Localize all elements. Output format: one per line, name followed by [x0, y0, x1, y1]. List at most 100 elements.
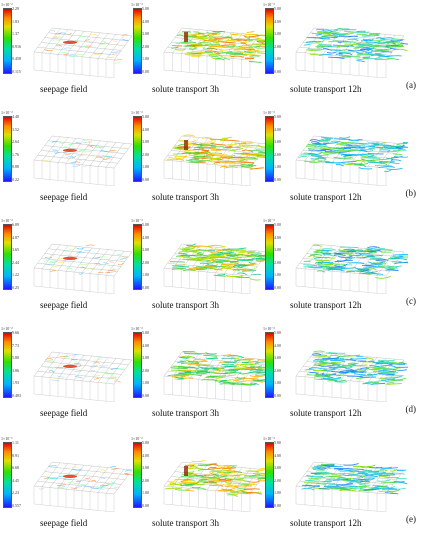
colorbar [133, 116, 142, 182]
field-plot [33, 243, 133, 294]
panel-caption: seepage field [40, 300, 88, 310]
figure-panel: 1×10⁻³ 5.00 4.00 3.00 2.00 1.00 0.00 solute tra… [262, 2, 412, 112]
colorbar-tick-label: 4.00 [274, 18, 281, 24]
colorbar [3, 332, 12, 398]
colorbar-tick-label: 4.00 [274, 342, 281, 348]
colorbar-tick-label: 0.00 [274, 393, 281, 398]
colorbar-tick-label: 0.115 [12, 69, 21, 74]
plot-geometry [163, 27, 272, 78]
panel-caption: solute transport 3h [152, 84, 219, 94]
colorbar-tick-label: 2.44 [12, 259, 19, 265]
figure-panel: 1×10⁻³ 5.00 4.00 3.00 2.00 1.00 0.00 solute tra… [130, 110, 272, 220]
plot-geometry [295, 350, 408, 402]
plot-geometry [163, 243, 272, 294]
plot-geometry [33, 351, 133, 402]
colorbar-tick-label: 5.00 [142, 222, 149, 227]
colorbar-tick-label: 1.00 [274, 164, 281, 170]
colorbar-tick-label: 5.00 [142, 330, 149, 335]
field-plot [163, 134, 272, 186]
field-plot [33, 135, 133, 186]
colorbar-tick-label: 2.23 [12, 490, 19, 496]
colorbar-tick-label: 4.00 [274, 126, 281, 132]
colorbar [3, 224, 12, 290]
field-plot [163, 351, 272, 402]
colorbar-tick-label: 5.00 [274, 440, 281, 445]
colorbar-tick-label: 0.00 [142, 69, 149, 74]
field-plot [295, 461, 408, 512]
figure-panel: 1×10⁻² 4.40 3.52 2.64 1.76 0.88 0.22 seepage fi… [0, 110, 133, 220]
colorbar-tick-label: 2.00 [274, 367, 281, 373]
colorbar-tick-label: 4.87 [12, 234, 19, 240]
figure-panel: 1×10⁻³ 5.00 4.00 3.00 2.00 1.00 0.00 solute tra… [262, 326, 412, 436]
plot-geometry [295, 135, 408, 186]
colorbar-exponent: 1×10⁻² [1, 218, 13, 223]
field-plot [295, 350, 408, 402]
row-label: (c) [406, 296, 416, 306]
colorbar-tick-label: 8.91 [12, 452, 19, 458]
colorbar [133, 442, 142, 508]
colorbar-tick-label: 3.00 [142, 31, 149, 37]
colorbar-tick-label: 3.00 [142, 247, 149, 253]
panel-caption: solute transport 12h [290, 84, 362, 94]
colorbar-exponent: 1×10⁻³ [131, 218, 143, 223]
panel-caption: solute transport 3h [152, 300, 219, 310]
colorbar-tick-label: 2.00 [142, 151, 149, 157]
colorbar-tick-label: 1.00 [274, 272, 281, 278]
colorbar-exponent: 1×10⁻³ [263, 110, 275, 115]
colorbar [265, 8, 274, 74]
colorbar-tick-label: 2.00 [274, 259, 281, 265]
figure-panel: 1×10⁻³ 5.00 4.00 3.00 2.00 1.00 0.00 solute tra… [130, 2, 272, 112]
colorbar-tick-label: 1.93 [12, 380, 19, 386]
figure-panel: 1×10⁻¹ 1.11 8.91 6.68 4.45 2.23 0.557 seepage f… [0, 436, 134, 546]
colorbar-tick-label: 2.00 [142, 43, 149, 49]
panel-caption: solute transport 3h [152, 518, 219, 528]
colorbar-tick-label: 1.76 [12, 151, 19, 157]
colorbar-exponent: 1×10⁻² [1, 110, 13, 115]
figure-panel: 1×10⁻³ 5.00 4.00 3.00 2.00 1.00 0.00 solute tra… [262, 110, 412, 220]
colorbar-tick-label: 6.09 [12, 222, 19, 227]
colorbar-tick-label: 1.00 [142, 272, 149, 278]
colorbar-tick-label: 3.00 [274, 355, 281, 361]
colorbar-tick-label: 1.00 [274, 380, 281, 386]
plot-geometry [295, 243, 408, 294]
colorbar-tick-label: 3.86 [12, 367, 19, 373]
colorbar-tick-label: 1.00 [274, 56, 281, 62]
panel-caption: seepage field [40, 192, 88, 202]
panel-caption: solute transport 12h [290, 518, 362, 528]
colorbar-tick-label: 5.00 [142, 114, 149, 119]
colorbar-exponent: 1×10⁻³ [131, 110, 143, 115]
colorbar-tick-label: 0.458 [12, 56, 21, 62]
colorbar-tick-label: 3.00 [142, 465, 149, 471]
field-plot [33, 27, 133, 78]
colorbar-tick-label: 1.11 [12, 440, 19, 445]
colorbar-tick-label: 3.00 [274, 31, 281, 37]
colorbar-tick-label: 0.88 [12, 164, 19, 170]
colorbar-tick-label: 4.45 [12, 477, 19, 483]
colorbar-tick-label: 3.00 [142, 139, 149, 145]
figure-row: 1×10⁻¹ 1.11 8.91 6.68 4.45 2.23 0.557 seepage f… [0, 436, 422, 546]
colorbar-exponent: 1×10⁻³ [263, 436, 275, 441]
panel-caption: solute transport 3h [152, 192, 219, 202]
figure-panel: 1×10⁻³ 5.00 4.00 3.00 2.00 1.00 0.00 solute tra… [130, 436, 272, 546]
colorbar-exponent: 1×10⁻² [1, 326, 13, 331]
colorbar-tick-label: 4.00 [142, 342, 149, 348]
colorbar-tick-label: 4.00 [142, 126, 149, 132]
colorbar-tick-label: 2.00 [274, 477, 281, 483]
colorbar [133, 8, 142, 74]
colorbar-exponent: 1×10⁻² [1, 2, 13, 7]
colorbar-tick-label: 1.00 [142, 490, 149, 496]
plot-geometry [33, 461, 134, 512]
colorbar-tick-label: 4.00 [142, 452, 149, 458]
colorbar-tick-label: 4.00 [142, 234, 149, 240]
plot-geometry [163, 459, 272, 512]
colorbar-tick-label: 0.25 [12, 285, 19, 290]
colorbar-tick-label: 0.00 [142, 503, 149, 508]
colorbar-tick-label: 0.00 [274, 285, 281, 290]
colorbar-tick-label: 0.00 [142, 285, 149, 290]
colorbar-tick-label: 3.00 [142, 355, 149, 361]
colorbar-exponent: 1×10⁻³ [131, 436, 143, 441]
field-plot [163, 243, 272, 294]
colorbar-tick-label: 9.66 [12, 330, 19, 335]
colorbar-tick-label: 1.37 [12, 31, 19, 37]
field-plot [33, 351, 133, 402]
